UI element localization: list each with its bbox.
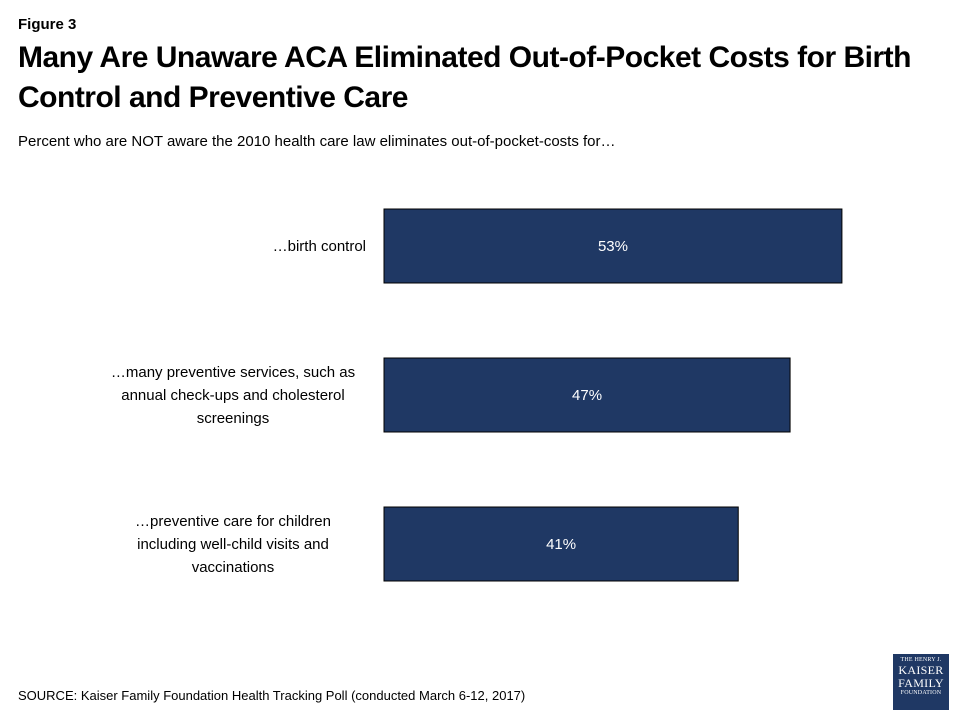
logo-line-2: KAISER [898, 663, 944, 677]
chart-title: Many Are Unaware ACA Eliminated Out-of-P… [18, 41, 911, 114]
category-label-3-line-1: …preventive care for children [135, 513, 331, 530]
logo-line-3: FAMILY [898, 676, 944, 690]
category-label-2: …many preventive services, such as annual… [111, 364, 355, 427]
category-label-2-line-2: annual check-ups and cholesterol [121, 387, 344, 404]
category-label-2-line-1: …many preventive services, such as [111, 364, 355, 381]
category-label-1: …birth control [273, 238, 366, 255]
bar-chart: 53% …birth control 47% …many preventive ser… [111, 208, 843, 582]
chart-subtitle: Percent who are NOT aware the 2010 healt… [18, 133, 616, 150]
logo-line-4: FOUNDATION [900, 690, 942, 696]
data-label-2: 47% [572, 387, 602, 404]
source-note: SOURCE: Kaiser Family Foundation Health … [18, 688, 526, 703]
category-label-2-line-3: screenings [197, 410, 270, 427]
kff-logo: THE HENRY J. KAISER FAMILY FOUNDATION [893, 654, 949, 710]
category-label-3-line-3: vaccinations [192, 559, 275, 576]
bar-1 [383, 208, 843, 284]
category-label-1-line-1: …birth control [273, 238, 366, 255]
category-label-3-line-2: including well-child visits and [137, 536, 329, 553]
category-label-3: …preventive care for children including w… [135, 513, 331, 576]
bar-3 [383, 506, 739, 582]
data-label-3: 41% [546, 536, 576, 553]
logo-line-1: THE HENRY J. [900, 657, 942, 663]
bar-2 [383, 357, 791, 433]
data-label-1: 53% [598, 238, 628, 255]
figure-label: Figure 3 [18, 16, 77, 33]
